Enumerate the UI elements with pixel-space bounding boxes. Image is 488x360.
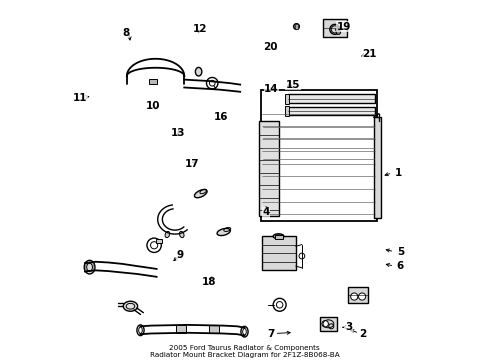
Bar	[285, 94, 289, 104]
Circle shape	[336, 30, 340, 35]
Ellipse shape	[123, 301, 137, 311]
Text: 21: 21	[361, 49, 376, 59]
Text: 5: 5	[396, 247, 403, 257]
Text: 12: 12	[192, 24, 206, 35]
Text: 9: 9	[176, 250, 183, 260]
Text: 15: 15	[285, 80, 300, 90]
Bar	[322, 19, 346, 37]
Ellipse shape	[179, 231, 183, 238]
Text: 18: 18	[201, 277, 215, 287]
Bar	[285, 106, 289, 116]
Ellipse shape	[195, 67, 202, 76]
Bar	[260, 90, 376, 221]
Bar	[373, 117, 381, 218]
Ellipse shape	[165, 231, 169, 238]
Bar	[208, 325, 218, 333]
Circle shape	[350, 293, 357, 300]
Bar	[294, 24, 298, 30]
Text: 19: 19	[336, 22, 351, 32]
Bar	[149, 79, 157, 84]
Bar	[175, 325, 185, 333]
Text: 1: 1	[394, 168, 402, 178]
Text: 13: 13	[171, 129, 185, 138]
Bar	[319, 317, 336, 330]
Text: 7: 7	[267, 329, 275, 339]
Text: 17: 17	[185, 159, 200, 169]
Circle shape	[293, 24, 299, 30]
Bar	[287, 107, 375, 116]
Text: 20: 20	[263, 42, 277, 51]
Text: 10: 10	[145, 102, 160, 112]
Bar	[258, 121, 278, 216]
Ellipse shape	[217, 228, 230, 235]
Bar	[348, 287, 367, 303]
Text: 4: 4	[262, 207, 269, 217]
Ellipse shape	[84, 260, 95, 274]
Ellipse shape	[194, 189, 206, 198]
Circle shape	[321, 320, 328, 327]
Text: 8: 8	[122, 28, 129, 38]
Text: 16: 16	[214, 112, 228, 122]
Circle shape	[358, 293, 365, 300]
Bar	[287, 94, 375, 103]
Bar	[155, 239, 162, 243]
Text: 6: 6	[396, 261, 403, 271]
Text: 14: 14	[264, 84, 278, 94]
Bar	[261, 236, 295, 270]
Text: 11: 11	[73, 93, 87, 103]
Text: 3: 3	[344, 322, 351, 332]
Text: 2005 Ford Taurus Radiator & Components
Radiator Mount Bracket Diagram for 2F1Z-8: 2005 Ford Taurus Radiator & Components R…	[149, 345, 339, 358]
Text: 2: 2	[359, 329, 366, 339]
Ellipse shape	[273, 234, 284, 239]
Bar	[274, 234, 282, 239]
